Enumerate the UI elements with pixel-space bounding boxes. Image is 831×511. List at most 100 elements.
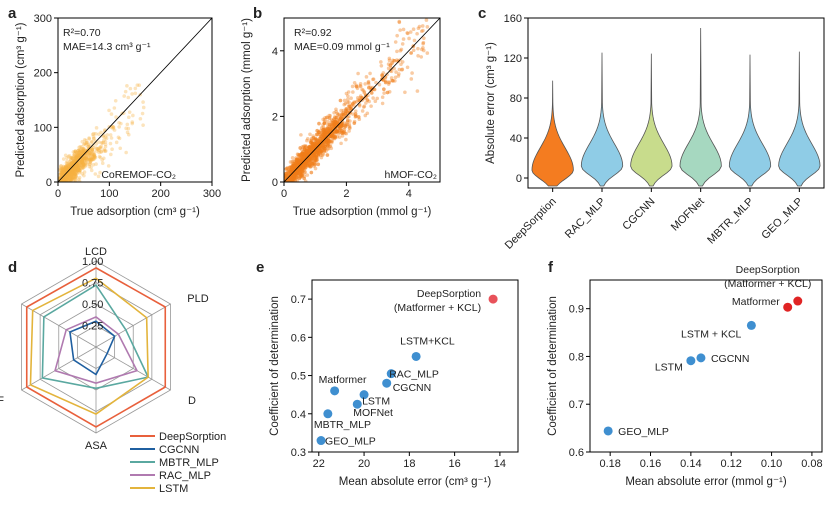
data-point xyxy=(75,166,80,171)
data-point xyxy=(304,153,309,157)
data-point xyxy=(341,112,345,117)
data-point xyxy=(60,177,65,182)
data-point xyxy=(342,114,346,118)
data-point xyxy=(416,46,420,51)
data-point xyxy=(298,155,303,160)
data-point xyxy=(294,166,299,170)
data-point xyxy=(324,130,328,135)
data-point xyxy=(339,108,343,113)
data-point xyxy=(295,159,299,164)
y-tick-label: 160 xyxy=(504,13,522,25)
data-point xyxy=(140,111,145,116)
x-tick-label: 22 xyxy=(313,458,325,470)
data-point xyxy=(314,153,319,158)
data-point xyxy=(387,58,392,63)
data-point xyxy=(317,150,322,155)
data-point xyxy=(81,157,85,162)
data-point xyxy=(310,143,314,148)
data-point xyxy=(331,136,336,140)
data-point xyxy=(329,125,334,129)
data-point xyxy=(99,144,104,149)
diagonal-line xyxy=(57,17,213,183)
data-point xyxy=(61,177,66,181)
data-point xyxy=(303,164,307,169)
data-point xyxy=(298,158,303,163)
data-point xyxy=(305,151,310,156)
data-point xyxy=(80,160,84,164)
data-point xyxy=(70,160,74,165)
data-point xyxy=(75,164,80,169)
data-point xyxy=(114,140,119,145)
data-point xyxy=(318,136,323,141)
data-point xyxy=(339,123,344,127)
data-point xyxy=(69,169,73,174)
data-point xyxy=(325,153,330,157)
data-point xyxy=(76,167,81,172)
data-point xyxy=(314,141,319,146)
data-point xyxy=(309,158,314,162)
data-point xyxy=(311,142,315,146)
data-point xyxy=(89,156,94,160)
data-point xyxy=(298,163,303,168)
point-GEO_MLP xyxy=(316,436,326,446)
y-tick-label: 0.9 xyxy=(569,304,584,316)
data-point xyxy=(308,146,312,150)
data-point xyxy=(292,165,296,170)
data-point xyxy=(307,163,311,167)
data-point xyxy=(341,130,346,135)
data-point xyxy=(124,126,128,131)
data-point xyxy=(314,143,319,147)
data-point xyxy=(336,112,340,117)
data-point xyxy=(379,63,384,68)
data-point xyxy=(84,161,89,165)
data-point xyxy=(314,154,318,159)
data-point xyxy=(329,134,333,138)
data-point xyxy=(409,51,413,55)
data-point xyxy=(315,128,319,133)
data-point xyxy=(90,140,94,144)
data-point xyxy=(83,148,87,153)
data-point xyxy=(302,162,306,166)
data-point xyxy=(338,116,343,120)
data-point xyxy=(287,176,292,181)
data-point xyxy=(345,122,350,127)
data-point xyxy=(304,157,309,161)
data-point xyxy=(66,166,71,171)
legend-label: LSTM xyxy=(159,483,188,495)
data-point xyxy=(86,142,91,147)
x-tick-label: 300 xyxy=(203,188,221,200)
panel-label-c: c xyxy=(478,5,486,22)
data-point xyxy=(290,174,294,178)
data-point xyxy=(95,147,100,151)
data-point xyxy=(294,170,299,175)
point-label: MBTR_MLP xyxy=(314,419,371,431)
data-point xyxy=(338,98,343,103)
data-point xyxy=(291,171,296,175)
data-point xyxy=(63,177,68,182)
data-point xyxy=(337,125,342,129)
data-point xyxy=(62,172,67,176)
data-point xyxy=(325,137,330,142)
data-point xyxy=(389,76,394,80)
data-point xyxy=(290,176,294,181)
x-tick-label: DeepSorption xyxy=(503,196,559,252)
data-point xyxy=(70,167,75,172)
data-point xyxy=(354,114,358,118)
data-point xyxy=(94,162,98,166)
data-point xyxy=(299,159,303,164)
data-point xyxy=(296,159,300,163)
data-point xyxy=(317,146,321,151)
data-point xyxy=(416,53,420,58)
data-point xyxy=(321,143,326,147)
data-point xyxy=(312,144,317,148)
data-point xyxy=(73,167,78,171)
data-point xyxy=(302,168,306,173)
data-point xyxy=(99,149,104,154)
data-point xyxy=(296,158,301,163)
data-point xyxy=(81,157,86,161)
data-point xyxy=(371,77,375,82)
data-point xyxy=(60,179,65,182)
data-point xyxy=(319,139,324,144)
data-point xyxy=(307,158,312,163)
data-point xyxy=(76,151,80,156)
